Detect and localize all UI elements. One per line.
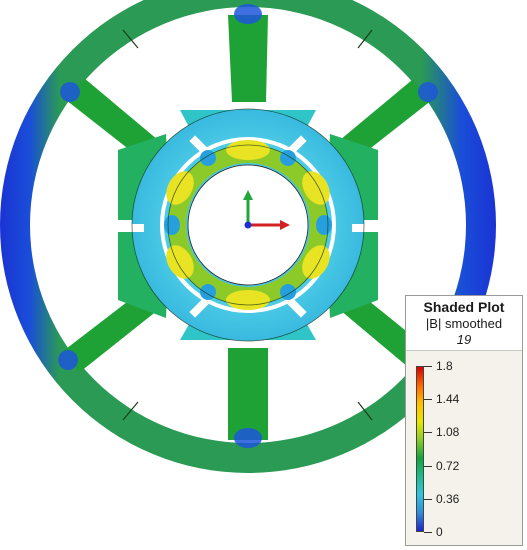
legend-tick-label: 0.72 — [436, 458, 460, 473]
legend-frame-number: 19 — [456, 332, 472, 347]
legend-tick-mark — [424, 532, 432, 533]
legend-tick-label: 0 — [436, 525, 443, 539]
legend-tick-mark — [424, 432, 432, 434]
legend-header: Shaded Plot |B| smoothed 19 — [406, 296, 522, 351]
legend-quantity: |B| smoothed — [425, 316, 503, 331]
legend-title: Shaded Plot — [423, 299, 505, 315]
stator-spokes — [62, 15, 432, 440]
region-outlines — [131, 108, 365, 342]
ring-segment-lines — [122, 29, 373, 421]
legend-tick-mark — [424, 399, 432, 401]
legend-tick-mark — [424, 465, 432, 467]
legend-tick-label: 0.36 — [436, 491, 460, 506]
legend-tick-mark — [424, 498, 432, 500]
legend-tick-label: 1.8 — [436, 359, 453, 373]
airgap-outer — [160, 137, 336, 313]
shaded-plot-legend: Shaded Plot |B| smoothed 19 1.8 1.44 1.08 0… — [405, 295, 523, 546]
coordinate-axes-icon — [243, 190, 290, 230]
legend-tick-label: 1.44 — [436, 392, 460, 407]
legend-tick-mark — [424, 366, 432, 367]
legend-color-bar — [416, 366, 424, 532]
legend-tick-label: 1.08 — [436, 425, 460, 440]
